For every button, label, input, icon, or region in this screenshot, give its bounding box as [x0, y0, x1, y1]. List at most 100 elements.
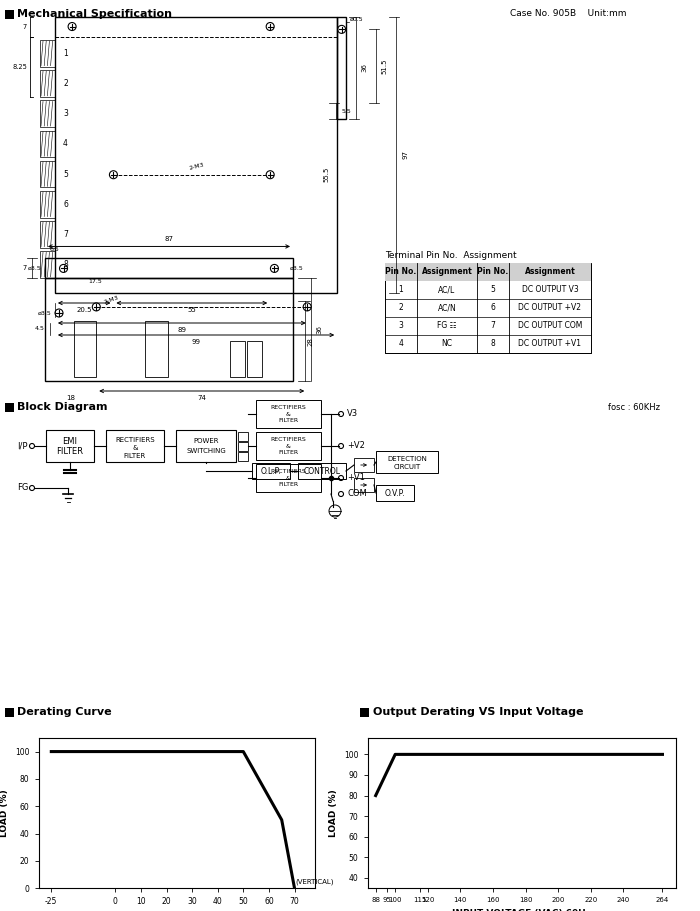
Text: O.V.P.: O.V.P.: [385, 488, 405, 497]
Text: AC/N: AC/N: [438, 303, 456, 312]
Bar: [247, 341, 262, 377]
Bar: [40, 191, 55, 218]
Text: 7: 7: [22, 265, 27, 271]
Text: 1: 1: [63, 49, 68, 58]
Text: 3: 3: [398, 322, 403, 331]
Text: CONTROL: CONTROL: [304, 466, 340, 476]
Text: 2-M3: 2-M3: [188, 162, 205, 171]
Bar: [145, 321, 167, 377]
Text: 87: 87: [164, 237, 174, 242]
Text: 7: 7: [63, 230, 68, 239]
Text: NC: NC: [442, 340, 452, 349]
X-axis label: INPUT VOLTAGE (VAC) 60Hz: INPUT VOLTAGE (VAC) 60Hz: [452, 909, 591, 911]
Bar: [252, 463, 290, 479]
Bar: [256, 432, 321, 460]
Bar: [45, 279, 293, 381]
Text: DC OUTPUT COM: DC OUTPUT COM: [518, 322, 582, 331]
Text: DC OUTPUT +V2: DC OUTPUT +V2: [519, 303, 582, 312]
Text: Pin No.: Pin No.: [477, 268, 509, 277]
Text: FILTER: FILTER: [279, 482, 299, 486]
Text: 51.5: 51.5: [382, 58, 387, 74]
Bar: [385, 263, 591, 353]
Text: Pin No.: Pin No.: [386, 268, 416, 277]
Text: COM: COM: [347, 489, 367, 498]
Text: 4.5: 4.5: [35, 326, 45, 332]
Text: Assignment: Assignment: [524, 268, 575, 277]
Text: 5: 5: [63, 169, 68, 179]
Text: 89: 89: [177, 327, 186, 333]
Text: Terminal Pin No.  Assignment: Terminal Pin No. Assignment: [385, 251, 517, 260]
Bar: [238, 452, 248, 460]
Text: 6: 6: [63, 200, 68, 209]
Text: 5.5: 5.5: [341, 108, 351, 114]
Text: Mechanical Specification: Mechanical Specification: [17, 9, 172, 19]
Text: 28: 28: [308, 337, 314, 345]
Text: fosc : 60KHz: fosc : 60KHz: [608, 403, 660, 412]
Text: 97: 97: [402, 150, 408, 159]
Text: RECTIFIERS: RECTIFIERS: [271, 437, 307, 443]
Text: ø3.5: ø3.5: [37, 311, 51, 315]
Bar: [40, 251, 55, 278]
Bar: [230, 341, 244, 377]
Text: +V1: +V1: [347, 474, 365, 483]
Bar: [360, 708, 369, 717]
Bar: [238, 432, 248, 441]
Bar: [40, 70, 55, 97]
Text: 2: 2: [398, 303, 403, 312]
Text: Output Derating VS Input Voltage: Output Derating VS Input Voltage: [373, 707, 584, 717]
Text: 17.5: 17.5: [88, 279, 102, 284]
Bar: [376, 451, 438, 473]
Bar: [40, 100, 55, 127]
Text: RECTIFIERS: RECTIFIERS: [116, 436, 155, 443]
Text: FG: FG: [17, 484, 28, 493]
Bar: [40, 221, 55, 248]
Bar: [385, 263, 591, 281]
Bar: [5, 708, 14, 717]
Text: RECTIFIERS: RECTIFIERS: [271, 405, 307, 410]
Text: 3: 3: [63, 109, 68, 118]
Text: AC/L: AC/L: [438, 285, 456, 294]
Text: 2: 2: [63, 79, 68, 88]
Y-axis label: LOAD (%): LOAD (%): [330, 789, 338, 837]
Text: Derating Curve: Derating Curve: [17, 707, 111, 717]
Bar: [74, 321, 97, 377]
Bar: [256, 400, 321, 428]
Text: 55.5: 55.5: [323, 167, 329, 182]
Text: 4: 4: [63, 139, 68, 148]
Text: ø3.5: ø3.5: [289, 266, 303, 271]
Text: SWITCHING: SWITCHING: [186, 448, 226, 454]
Bar: [176, 430, 236, 462]
Text: 20.5: 20.5: [76, 307, 92, 313]
Text: 2-M3: 2-M3: [103, 295, 120, 305]
Text: FILTER: FILTER: [124, 453, 146, 458]
Bar: [40, 40, 55, 67]
Text: EMI: EMI: [62, 436, 78, 445]
Bar: [5, 403, 14, 412]
Text: V3: V3: [347, 410, 358, 418]
Text: 4: 4: [398, 340, 403, 349]
Text: 6.5: 6.5: [50, 247, 59, 252]
Text: ø0.5: ø0.5: [350, 17, 364, 22]
Text: &: &: [286, 476, 291, 480]
Text: &: &: [286, 412, 291, 416]
Bar: [354, 478, 374, 492]
Text: FILTER: FILTER: [279, 417, 299, 423]
Text: RECTIFIERS: RECTIFIERS: [271, 469, 307, 475]
Text: FILTER: FILTER: [57, 447, 83, 456]
Text: 8.25: 8.25: [12, 64, 27, 69]
Bar: [46, 430, 94, 462]
Text: +V2: +V2: [347, 442, 365, 451]
Text: ø3.5: ø3.5: [28, 266, 42, 271]
Text: DETECTION: DETECTION: [387, 456, 427, 462]
Text: 8: 8: [491, 340, 496, 349]
Bar: [298, 463, 346, 479]
Text: 36: 36: [361, 64, 368, 72]
Bar: [354, 458, 374, 472]
Text: &: &: [286, 444, 291, 448]
Text: 1: 1: [398, 285, 403, 294]
Text: Case No. 905B    Unit:mm: Case No. 905B Unit:mm: [510, 9, 626, 18]
Text: 99: 99: [192, 339, 201, 345]
Bar: [55, 16, 337, 293]
Text: 5: 5: [491, 285, 496, 294]
Text: (VERTICAL): (VERTICAL): [296, 879, 335, 885]
